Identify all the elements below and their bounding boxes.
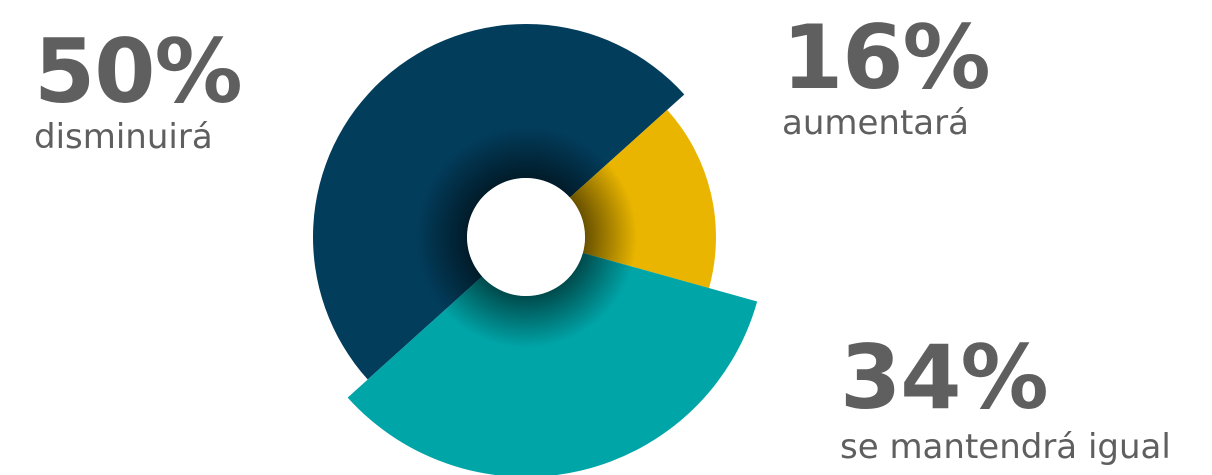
callout-aumentara: 16% aumentará xyxy=(782,6,991,143)
callout-se-mantendra-igual: 34% se mantendrá igual xyxy=(840,326,1171,467)
slice-shading-aumentara xyxy=(569,109,716,289)
donut-center-hole xyxy=(467,178,585,296)
category-label: aumentará xyxy=(782,103,969,143)
slice-shading-disminuira xyxy=(313,24,685,380)
callout-disminuira: 50% disminuirá xyxy=(34,20,243,157)
percent-label: 16% xyxy=(782,6,991,109)
percent-label: 34% xyxy=(840,326,1049,429)
percent-label: 50% xyxy=(34,20,243,123)
slice-shading-se-mantendra-igual xyxy=(347,252,758,475)
category-label: se mantendrá igual xyxy=(840,427,1171,467)
category-label: disminuirá xyxy=(34,117,213,157)
